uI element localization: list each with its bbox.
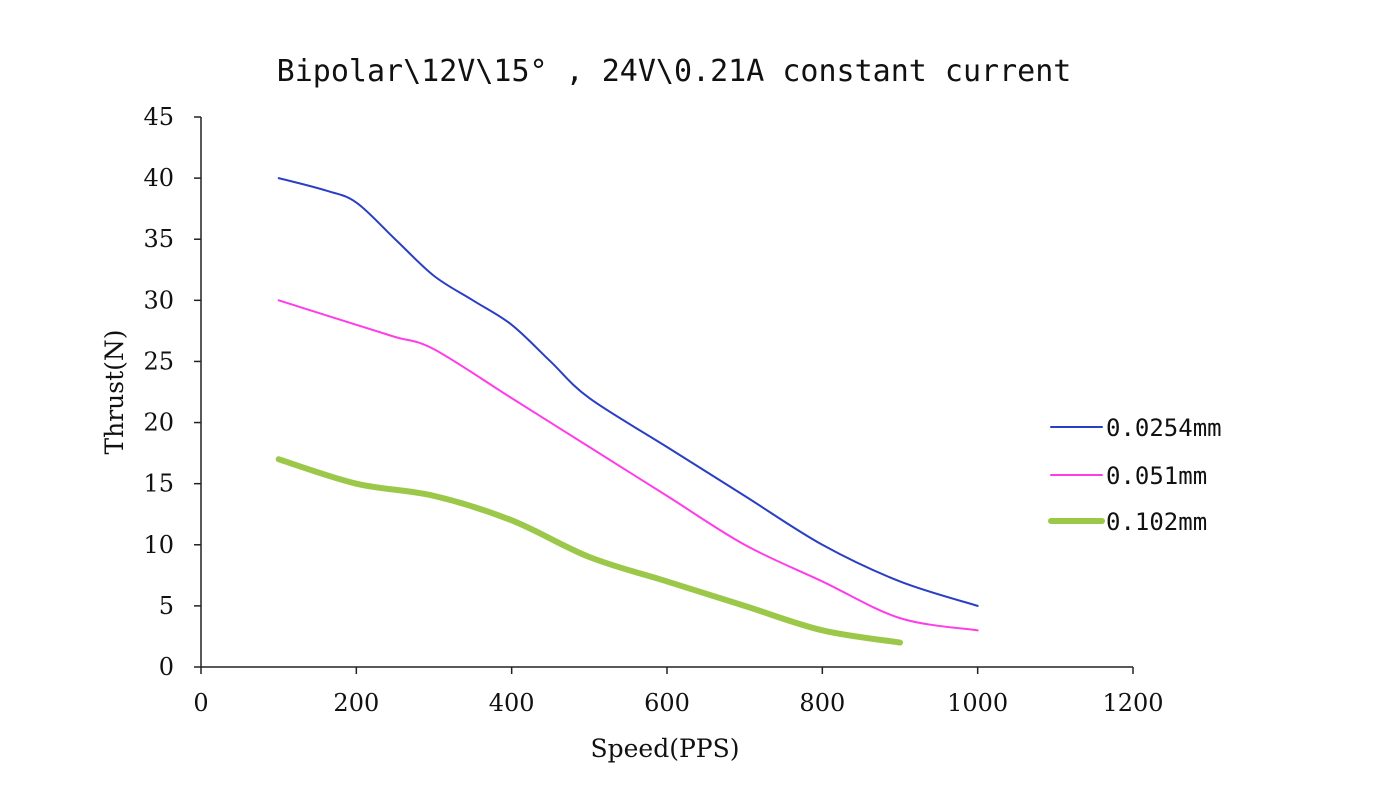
legend-label-1: 0.0254mm (1106, 414, 1222, 442)
y-tick-label: 0 (159, 653, 174, 681)
y-tick-label: 40 (143, 164, 174, 192)
y-tick-label: 35 (143, 225, 174, 253)
x-tick-label: 0 (193, 689, 208, 717)
y-tick-label: 10 (143, 531, 174, 559)
x-tick-label: 800 (799, 689, 845, 717)
y-tick-label: 30 (143, 286, 174, 314)
y-tick-label: 20 (143, 409, 174, 437)
x-tick-label: 600 (644, 689, 690, 717)
y-tick-label: 25 (143, 347, 174, 375)
y-tick-label: 5 (159, 592, 174, 620)
plot-area: 0 5 10 15 20 25 30 35 40 45 0 200 400 600 800 1000 1200 (143, 103, 1163, 717)
legend-label-3: 0.102mm (1106, 508, 1207, 536)
series-line-2 (277, 299, 979, 632)
series-group (275, 177, 979, 646)
x-tick-label: 400 (489, 689, 535, 717)
legend: 0.0254mm 0.051mm 0.102mm (1048, 414, 1222, 536)
y-tick-label: 45 (143, 103, 174, 131)
chart-title: Bipolar\12V\15° , 24V\0.21A constant cur… (277, 54, 1072, 89)
x-tick-label: 1000 (947, 689, 1008, 717)
x-tick-label: 1200 (1102, 689, 1163, 717)
series-line-3 (275, 456, 903, 646)
y-tick-group: 0 5 10 15 20 25 30 35 40 45 (143, 103, 201, 681)
legend-label-2: 0.051mm (1106, 462, 1207, 490)
x-tick-label: 200 (333, 689, 379, 717)
x-axis-label: Speed(PPS) (591, 734, 740, 763)
y-axis-label: Thrust(N) (100, 329, 129, 454)
series-line-1 (277, 177, 979, 607)
y-tick-label: 15 (143, 470, 174, 498)
x-tick-group: 0 200 400 600 800 1000 1200 (193, 667, 1164, 717)
